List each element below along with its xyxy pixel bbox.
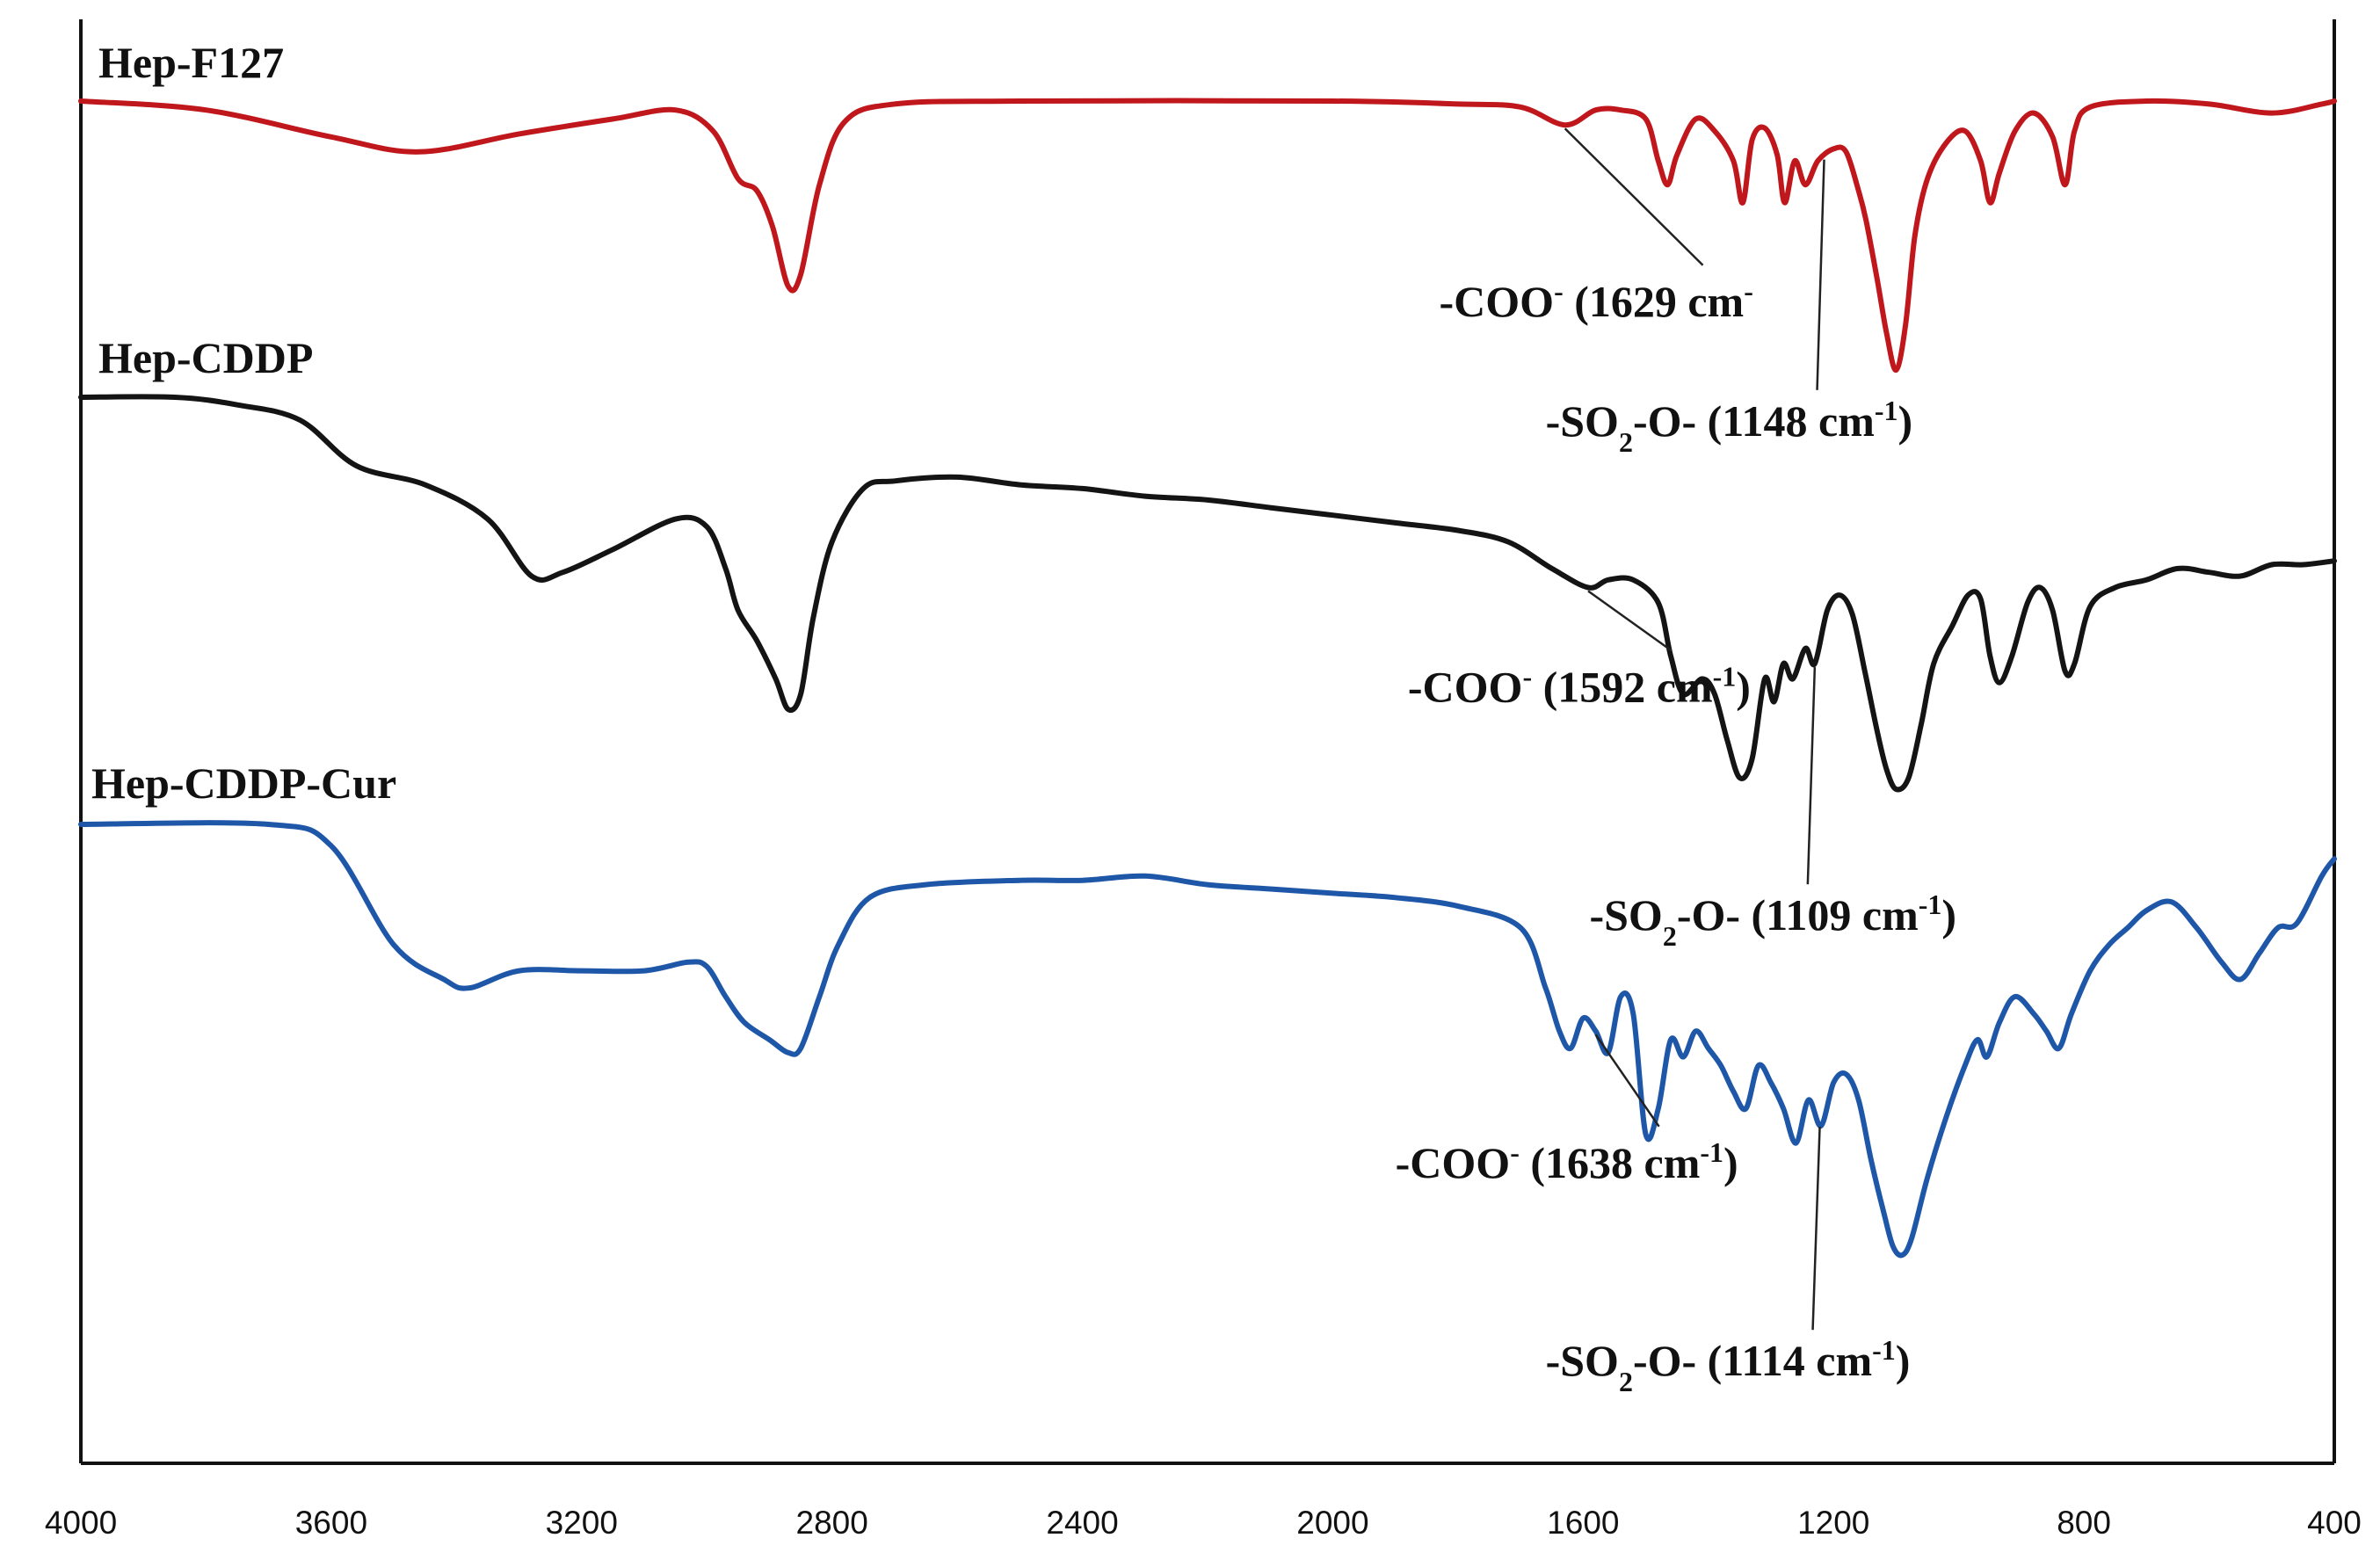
x-tick-label: 800	[2057, 1505, 2111, 1541]
peak-annotation: -COO- (1592 cm-1)	[1408, 660, 1751, 711]
series-name-label: Hep-F127	[98, 38, 284, 87]
annotation-leader-line	[1811, 1127, 1821, 1331]
annotation-leader-line	[1806, 667, 1817, 885]
series-line-hep-cddp	[78, 394, 2337, 793]
x-tick-label: 3600	[295, 1505, 367, 1541]
peak-annotation: -COO- (1629 cm-	[1440, 275, 1753, 326]
series-name-label: Hep-CDDP-Cur	[91, 758, 396, 808]
x-tick-label: 1600	[1547, 1505, 1619, 1541]
spectra-traces	[78, 98, 2337, 1259]
x-tick-label: 1200	[1797, 1505, 1869, 1541]
x-tick-label: 2800	[796, 1505, 868, 1541]
peak-annotation: -SO2-O- (1109 cm-1)	[1589, 889, 1956, 952]
x-tick-label: 3200	[546, 1505, 618, 1541]
x-tick-label: 2400	[1046, 1505, 1118, 1541]
annotation-leader-line	[1587, 590, 1673, 652]
annotation-leader-line	[1564, 127, 1704, 266]
peak-annotations: -COO- (1629 cm- -SO2-O- (1148 cm-1) -COO- …	[1396, 127, 1956, 1397]
series-name-label: Hep-CDDP	[98, 333, 313, 382]
x-tick-label: 2000	[1296, 1505, 1368, 1541]
x-axis-ticks: 4000 3600 3200 2800 2400 2000 1600 1200 800 400	[45, 1505, 2362, 1541]
x-tick-label: 400	[2307, 1505, 2362, 1541]
annotation-leader-line	[1816, 159, 1825, 390]
axes	[79, 19, 2336, 1465]
annotation-leader-line	[1594, 1034, 1660, 1128]
series-line-hep-cddp-cur	[78, 820, 2337, 1259]
peak-annotation: -COO- (1638 cm-1)	[1396, 1136, 1738, 1187]
series-labels: Hep-F127 Hep-CDDP Hep-CDDP-Cur	[91, 38, 396, 808]
series-line-hep-f127	[78, 98, 2337, 374]
peak-annotation: -SO2-O- (1148 cm-1)	[1546, 395, 1913, 458]
x-tick-label: 4000	[45, 1505, 117, 1541]
peak-annotation: -SO2-O- (1114 cm-1)	[1546, 1334, 1911, 1397]
